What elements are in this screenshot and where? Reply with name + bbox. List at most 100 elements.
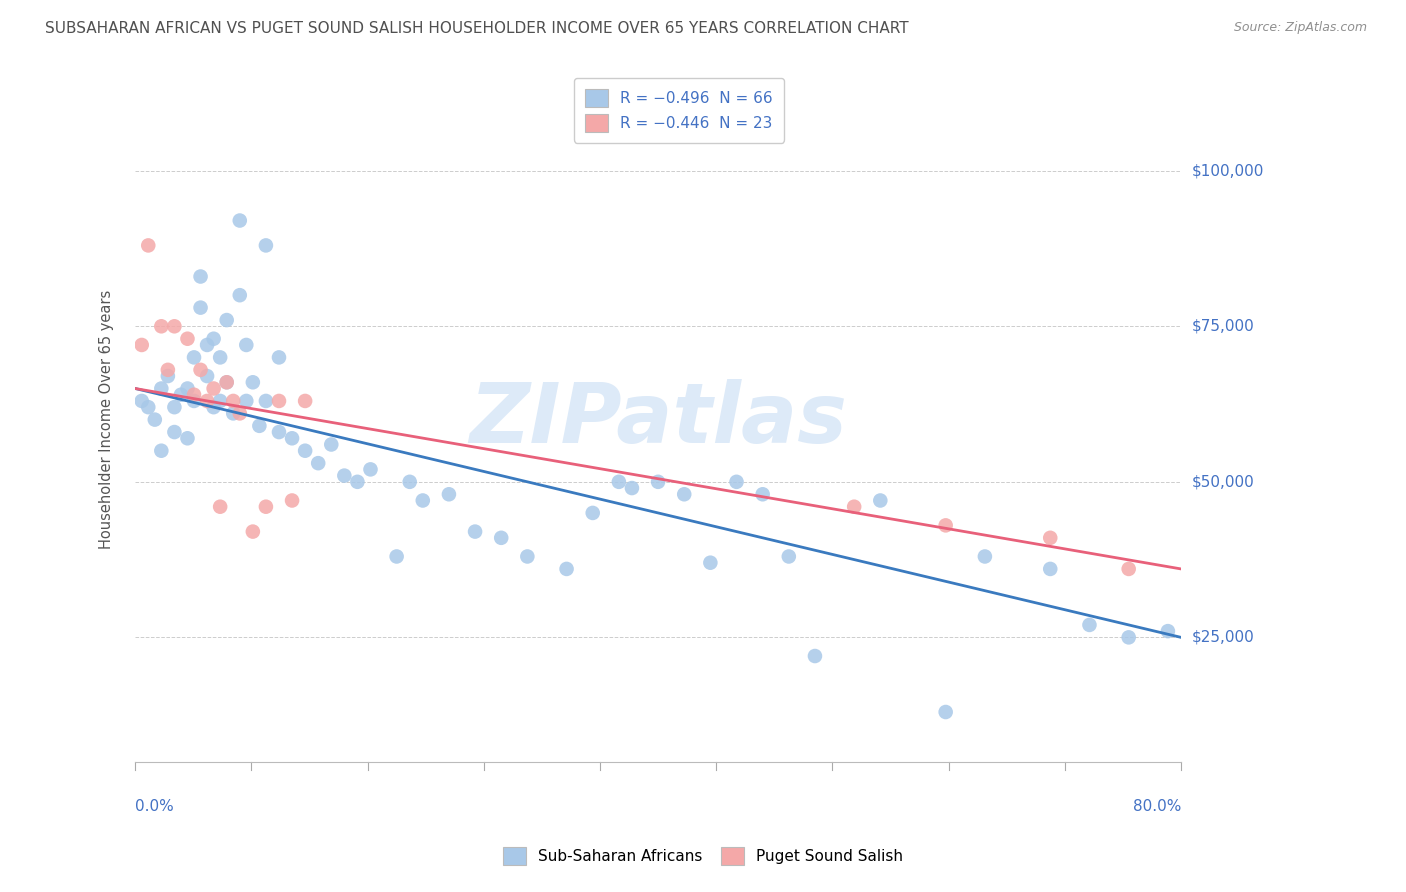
Point [202, 400, 225, 414]
Point [267, 351, 290, 365]
Text: $25,000: $25,000 [1192, 630, 1254, 645]
Point [143, 412, 166, 426]
Point [136, 400, 159, 414]
Point [209, 393, 232, 408]
Point [190, 363, 212, 377]
Text: $75,000: $75,000 [1192, 318, 1254, 334]
Point [176, 431, 198, 445]
Point [267, 425, 290, 439]
Point [195, 393, 218, 408]
Text: $50,000: $50,000 [1192, 475, 1254, 490]
Point [935, 705, 957, 719]
Point [699, 556, 721, 570]
Point [1118, 562, 1140, 576]
Point [150, 319, 173, 334]
Point [844, 500, 866, 514]
Point [163, 425, 186, 439]
Point [281, 493, 304, 508]
Point [647, 475, 669, 489]
Point [360, 462, 382, 476]
Point [229, 213, 252, 227]
Point [620, 481, 643, 495]
Point [131, 338, 153, 352]
Point [183, 388, 205, 402]
Text: 0.0%: 0.0% [135, 799, 174, 814]
Point [321, 437, 343, 451]
Point [973, 549, 995, 564]
Point [247, 418, 270, 433]
Point [229, 406, 252, 420]
Text: SUBSAHARAN AFRICAN VS PUGET SOUND SALISH HOUSEHOLDER INCOME OVER 65 YEARS CORREL: SUBSAHARAN AFRICAN VS PUGET SOUND SALISH… [45, 21, 908, 37]
Point [229, 288, 252, 302]
Point [1078, 618, 1101, 632]
Point [254, 393, 277, 408]
Point [516, 549, 538, 564]
Point [346, 475, 368, 489]
Point [131, 393, 153, 408]
Y-axis label: Householder Income Over 65 years: Householder Income Over 65 years [100, 290, 114, 549]
Point [163, 400, 186, 414]
Legend: Sub-Saharan Africans, Puget Sound Salish: Sub-Saharan Africans, Puget Sound Salish [496, 841, 910, 871]
Point [267, 393, 290, 408]
Point [607, 475, 630, 489]
Point [1039, 562, 1062, 576]
Point [412, 493, 434, 508]
Point [307, 456, 329, 470]
Point [163, 319, 186, 334]
Point [215, 376, 238, 390]
Point [464, 524, 486, 539]
Point [385, 549, 408, 564]
Point [235, 338, 257, 352]
Point [751, 487, 773, 501]
Point [176, 382, 198, 396]
Point [804, 648, 827, 663]
Point [398, 475, 420, 489]
Point [1039, 531, 1062, 545]
Point [202, 332, 225, 346]
Point [209, 351, 232, 365]
Text: $100,000: $100,000 [1192, 163, 1264, 178]
Legend: R = −0.496  N = 66, R = −0.446  N = 23: R = −0.496 N = 66, R = −0.446 N = 23 [575, 78, 783, 143]
Point [437, 487, 460, 501]
Point [673, 487, 696, 501]
Point [294, 443, 316, 458]
Point [183, 351, 205, 365]
Point [582, 506, 605, 520]
Point [254, 238, 277, 252]
Point [183, 393, 205, 408]
Point [195, 369, 218, 384]
Point [242, 376, 264, 390]
Point [150, 382, 173, 396]
Point [215, 376, 238, 390]
Point [725, 475, 748, 489]
Point [190, 269, 212, 284]
Point [1157, 624, 1180, 639]
Point [150, 443, 173, 458]
Point [254, 500, 277, 514]
Point [195, 338, 218, 352]
Point [215, 313, 238, 327]
Point [222, 406, 245, 420]
Point [202, 382, 225, 396]
Text: 80.0%: 80.0% [1133, 799, 1181, 814]
Point [778, 549, 800, 564]
Point [176, 332, 198, 346]
Point [1118, 631, 1140, 645]
Point [235, 393, 257, 408]
Point [333, 468, 356, 483]
Point [489, 531, 512, 545]
Point [294, 393, 316, 408]
Point [869, 493, 891, 508]
Point [136, 238, 159, 252]
Point [156, 369, 179, 384]
Text: ZIPatlas: ZIPatlas [470, 379, 846, 460]
Point [242, 524, 264, 539]
Point [209, 500, 232, 514]
Text: Source: ZipAtlas.com: Source: ZipAtlas.com [1233, 21, 1367, 35]
Point [935, 518, 957, 533]
Point [281, 431, 304, 445]
Point [156, 363, 179, 377]
Point [222, 393, 245, 408]
Point [555, 562, 578, 576]
Point [190, 301, 212, 315]
